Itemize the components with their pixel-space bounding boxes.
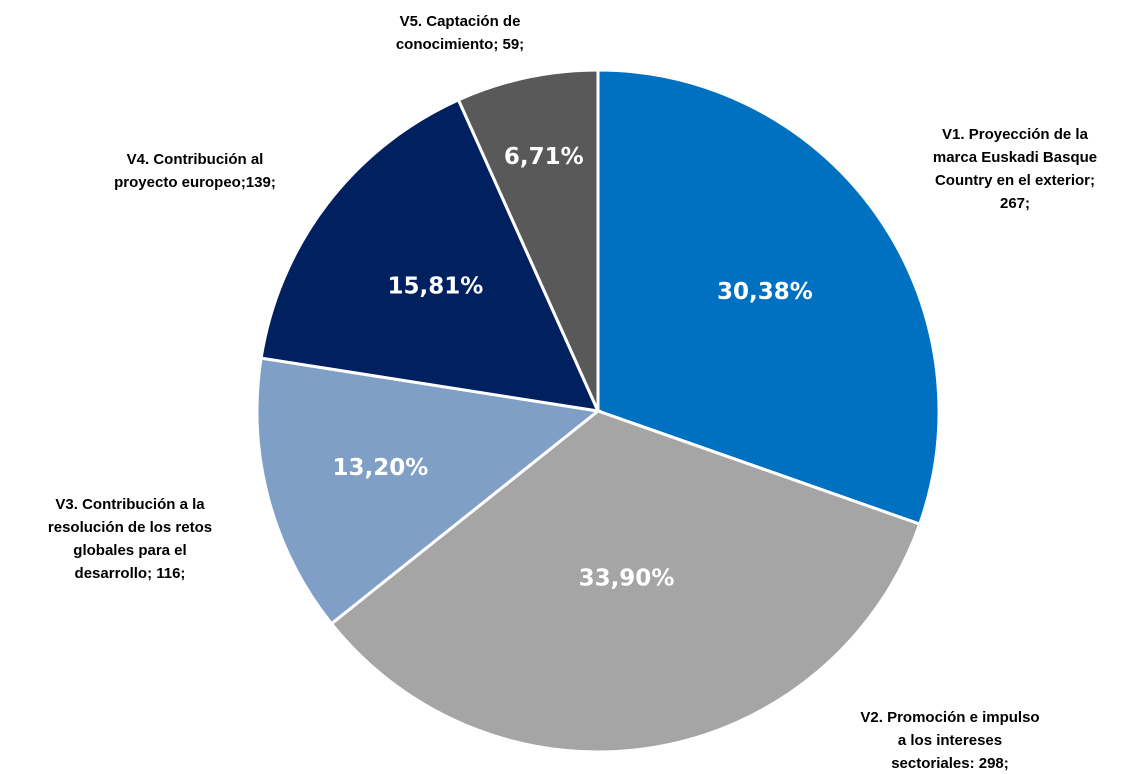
category-label: V5. Captación de	[400, 13, 521, 30]
category-label: resolución de los retos	[48, 519, 212, 536]
category-label: desarrollo; 116;	[75, 565, 186, 582]
pie-slice	[456, 68, 600, 412]
category-label: V2. Promoción e impulso	[860, 709, 1039, 726]
slice-label: 13,20%	[333, 455, 429, 481]
category-label: V4. Contribución al	[127, 151, 264, 168]
pie-slice	[596, 68, 941, 527]
slice-label: 6,71%	[504, 144, 584, 170]
category-label: V3. Contribución a la	[55, 496, 205, 513]
category-label: sectoriales: 298;	[891, 755, 1009, 772]
slice-label: 30,38%	[717, 279, 813, 305]
category-label: a los intereses	[898, 732, 1002, 749]
pie-slice	[329, 409, 922, 754]
category-label: Country en el exterior;	[935, 172, 1095, 189]
category-label: globales para el	[73, 542, 186, 559]
category-label: proyecto europeo;139;	[114, 174, 276, 191]
category-label: V1. Proyección de la	[942, 126, 1089, 143]
slice-label: 33,90%	[579, 566, 675, 592]
slice-label: 15,81%	[388, 273, 484, 299]
category-label: 267;	[1000, 195, 1030, 212]
pie-slice	[259, 97, 601, 413]
category-label: marca Euskadi Basque	[933, 149, 1097, 166]
pie-slice	[255, 356, 602, 626]
category-label: conocimiento; 59;	[396, 36, 524, 53]
